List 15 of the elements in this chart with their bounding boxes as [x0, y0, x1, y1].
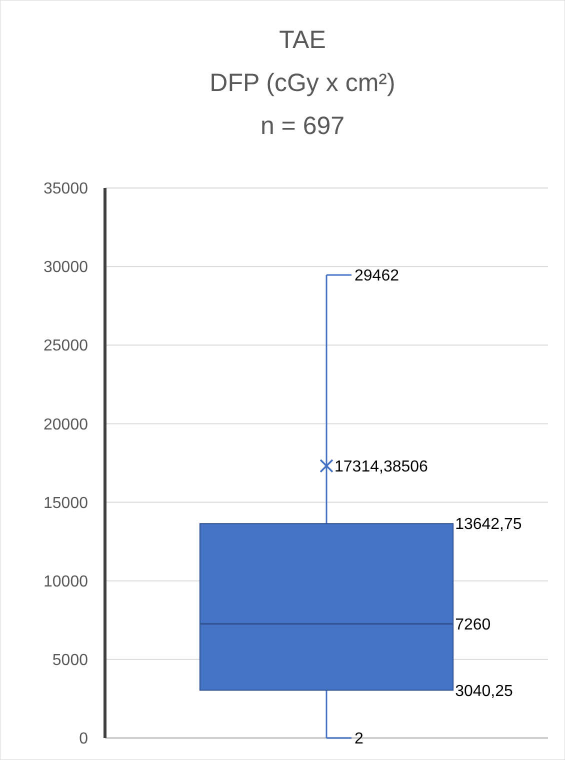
- annotation: 17314,38506: [334, 458, 428, 476]
- annotation: 2: [354, 730, 364, 748]
- annotation: 13642,75: [455, 516, 522, 534]
- y-tick-label: 25000: [44, 338, 88, 355]
- annotation: 7260: [455, 616, 491, 634]
- annotation: 29462: [354, 268, 400, 285]
- y-tick-label: 5000: [52, 652, 88, 670]
- annotation: 3040,25: [455, 682, 514, 700]
- y-tick-label: 20000: [44, 416, 88, 434]
- chart-title: TAE DFP (cGy x cm²) n = 697: [210, 26, 396, 140]
- y-tick-label: 10000: [44, 573, 88, 590]
- y-tick-label: 35000: [44, 180, 88, 198]
- y-tick-label: 15000: [44, 494, 88, 512]
- y-tick-label: 0: [79, 730, 88, 748]
- y-tick-label: 30000: [44, 259, 88, 276]
